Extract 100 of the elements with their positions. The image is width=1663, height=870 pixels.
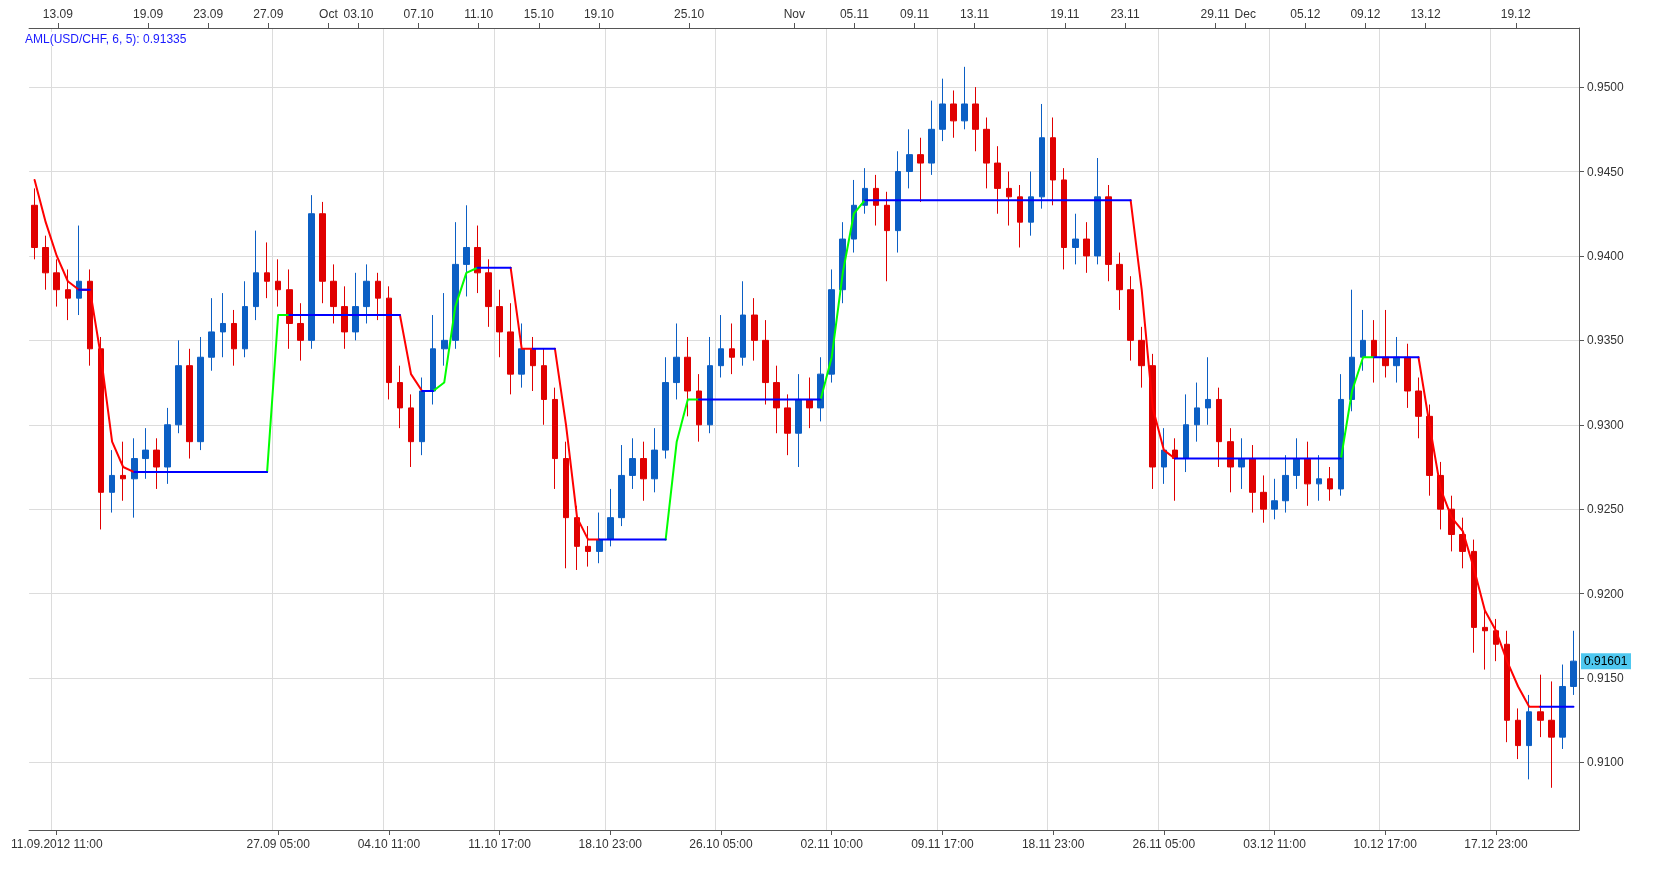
candlestick (1570, 630, 1577, 696)
candlestick (1537, 674, 1544, 738)
candlestick (408, 393, 414, 468)
candlestick (441, 292, 448, 367)
candlestick (496, 289, 503, 358)
y-tick-label: 0.9400 (1587, 248, 1625, 263)
candlestick (1127, 275, 1134, 362)
x2-tick-label: Dec (1234, 7, 1256, 21)
x2-tick-label: 19.10 (583, 7, 615, 21)
candlestick (275, 258, 281, 308)
candlestick (784, 393, 791, 456)
candlestick (795, 373, 802, 468)
x2-tick-label: 23.09 (193, 7, 224, 21)
candlestick (762, 319, 769, 406)
candlestick (1282, 454, 1289, 514)
candlestick (1039, 103, 1045, 210)
candlestick (142, 427, 149, 480)
x2-tick-label: Nov (783, 7, 805, 21)
candlestick (662, 356, 669, 460)
x2-tick-label: 19.11 (1050, 7, 1080, 21)
candlestick (485, 258, 492, 328)
candlestick (961, 66, 968, 130)
candlestick (1415, 377, 1422, 439)
x2-tick-label: 09.11 (899, 7, 930, 21)
x2-tick-label: 25.10 (674, 7, 705, 21)
candlestick (596, 512, 603, 564)
candlestick (1504, 630, 1510, 743)
candlestick (1316, 454, 1322, 502)
candlestick (474, 225, 481, 294)
candlestick (53, 258, 60, 308)
candlestick (1161, 427, 1167, 485)
candlestick (264, 241, 270, 299)
x-tick-label: 18.11 23:00 (1021, 837, 1085, 851)
candlestick (65, 268, 71, 321)
candlestick (419, 377, 425, 456)
y-tick-label: 0.9250 (1587, 502, 1625, 517)
y-tick-label: 0.9200 (1587, 586, 1625, 601)
candlestick (76, 225, 82, 316)
candlestick (718, 314, 724, 378)
candlestick (153, 437, 160, 490)
x2-tick-label: Oct (319, 7, 339, 21)
x-tick-label: 26.11 05:00 (1132, 837, 1196, 851)
x2-tick-label: 29.11 (1200, 7, 1231, 21)
y-tick-label: 0.9100 (1587, 755, 1625, 770)
candlestick (1404, 343, 1411, 409)
x2-tick-label: 13.11 (960, 7, 990, 21)
candlestick (341, 285, 348, 350)
candlestick (1471, 539, 1477, 654)
candlestick (220, 292, 226, 358)
x-tick-label: 26.10 05:00 (689, 837, 754, 851)
candlestick (618, 444, 625, 527)
candlestick (806, 377, 813, 429)
x-tick-label: 11.10 17:00 (468, 837, 532, 851)
candlestick (585, 525, 591, 568)
candlestick (1526, 694, 1532, 780)
x2-tick-label: 09.12 (1350, 7, 1381, 21)
candlestick (884, 191, 890, 282)
x2-tick-label: 23.11 (1110, 7, 1140, 21)
candlestick (1216, 387, 1222, 468)
y-tick-label: 0.9350 (1587, 333, 1625, 348)
candlestick (1138, 326, 1145, 389)
y-tick-label: 0.9450 (1587, 164, 1625, 179)
candlestick (541, 348, 547, 426)
candlestick (430, 314, 436, 406)
candlestick (242, 280, 248, 358)
x2-tick-label: 11.10 (464, 7, 494, 21)
candlestick (397, 365, 403, 429)
candlestick (917, 137, 924, 203)
candlestick (895, 150, 901, 254)
candlestick (186, 348, 193, 460)
candlestick (1271, 478, 1278, 520)
candlestick (1382, 309, 1389, 378)
candlestick (31, 187, 38, 260)
candlestick (1327, 466, 1333, 502)
candlestick (1559, 664, 1566, 750)
candlestick (873, 174, 879, 227)
candlestick (972, 86, 979, 152)
candlestick (109, 449, 115, 514)
x2-tick-label: 13.09 (42, 7, 74, 21)
x2-tick-label: 27.09 (253, 7, 284, 21)
chart-title: AML(USD/CHF, 6, 5): 0.91335 (25, 32, 187, 46)
candlestick (1105, 184, 1112, 282)
candlestick (1548, 680, 1555, 789)
text: 0.91601 (1584, 654, 1628, 669)
candlestick (629, 437, 636, 490)
candlestick (386, 285, 392, 400)
x-tick-label: 03.12 11:00 (1243, 837, 1307, 851)
candlestick (1227, 427, 1234, 493)
candlestick (1194, 382, 1200, 443)
x-tick-label: 11.09.2012 11:00 (10, 837, 103, 851)
candlestick (607, 488, 614, 547)
candlestick (330, 263, 337, 324)
x-tick-label: 09.11 17:00 (911, 837, 974, 851)
candlestick (518, 322, 525, 389)
candlestick (1304, 441, 1311, 507)
candlestick (773, 365, 780, 434)
y-tick-label: 0.9150 (1587, 671, 1625, 686)
candlestick (928, 100, 935, 176)
candlestick (98, 336, 104, 530)
x2-tick-label: 07.10 (403, 7, 434, 21)
